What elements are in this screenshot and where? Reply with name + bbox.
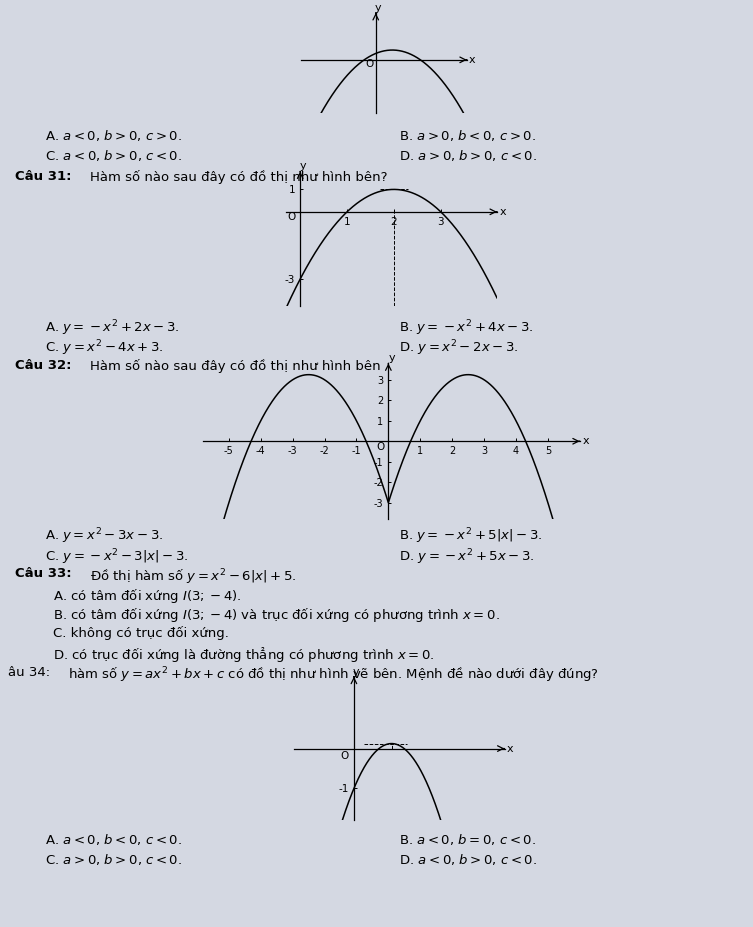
Text: C. $y=-x^2-3|x|-3$.: C. $y=-x^2-3|x|-3$. [45, 547, 189, 566]
Text: B. có tâm đối xứng $I(3;-4)$ và trục đối xứng có phương trình $x=0$.: B. có tâm đối xứng $I(3;-4)$ và trục đối… [53, 606, 499, 624]
Text: Câu 31:: Câu 31: [15, 170, 72, 183]
Text: D. $a<0$, $b>0$, $c<0$.: D. $a<0$, $b>0$, $c<0$. [399, 852, 537, 867]
Text: O: O [365, 58, 373, 69]
Text: D. $y=x^2-2x-3$.: D. $y=x^2-2x-3$. [399, 338, 519, 358]
Text: A. $a<0$, $b>0$, $c>0$.: A. $a<0$, $b>0$, $c>0$. [45, 128, 182, 143]
Text: Hàm số nào sau đây có đồ thị như hình bên?: Hàm số nào sau đây có đồ thị như hình bê… [90, 170, 388, 184]
Text: y: y [374, 3, 381, 13]
Text: Đồ thị hàm số $y=x^2-6|x|+5$.: Đồ thị hàm số $y=x^2-6|x|+5$. [90, 567, 297, 587]
Text: C. $a>0$, $b>0$, $c<0$.: C. $a>0$, $b>0$, $c<0$. [45, 852, 182, 867]
Text: B. $a<0$, $b=0$, $c<0$.: B. $a<0$, $b=0$, $c<0$. [399, 832, 536, 846]
Text: B. $y=-x^2+4x-3$.: B. $y=-x^2+4x-3$. [399, 318, 534, 337]
Text: y: y [299, 161, 306, 171]
Text: B. $y=-x^2+5|x|-3$.: B. $y=-x^2+5|x|-3$. [399, 527, 543, 546]
Text: D. $a>0$, $b>0$, $c<0$.: D. $a>0$, $b>0$, $c<0$. [399, 148, 537, 163]
Text: âu 34:: âu 34: [8, 666, 50, 679]
Text: y: y [389, 353, 395, 363]
Text: Câu 33:: Câu 33: [15, 567, 72, 580]
Text: D. có trục đối xứng là đường thẳng có phương trình $x=0$.: D. có trục đối xứng là đường thẳng có ph… [53, 645, 434, 664]
Text: x: x [499, 207, 506, 217]
Text: A. có tâm đối xứng $I(3;-4)$.: A. có tâm đối xứng $I(3;-4)$. [53, 587, 241, 604]
Text: hàm số $y=ax^2+bx+c$ có đồ thị như hình vẽ bên. Mệnh đề nào dưới đây đúng?: hàm số $y=ax^2+bx+c$ có đồ thị như hình … [68, 666, 599, 685]
Text: A. $a<0$, $b<0$, $c<0$.: A. $a<0$, $b<0$, $c<0$. [45, 832, 182, 846]
Text: Câu 32:: Câu 32: [15, 359, 72, 372]
Text: A. $y=x^2-3x-3$.: A. $y=x^2-3x-3$. [45, 527, 163, 546]
Text: y: y [353, 667, 360, 677]
Text: x: x [507, 743, 514, 754]
Text: O: O [288, 212, 296, 222]
Text: A. $y=-x^2+2x-3$.: A. $y=-x^2+2x-3$. [45, 318, 180, 337]
Text: O: O [376, 442, 385, 452]
Text: C. không có trục đối xứng.: C. không có trục đối xứng. [53, 626, 229, 640]
Text: O: O [341, 751, 349, 761]
Text: Hàm số nào sau đây có đồ thị như hình bên: Hàm số nào sau đây có đồ thị như hình bê… [90, 359, 381, 373]
Text: B. $a>0$, $b<0$, $c>0$.: B. $a>0$, $b<0$, $c>0$. [399, 128, 536, 143]
Text: x: x [583, 437, 590, 446]
Text: C. $y=x^2-4x+3$.: C. $y=x^2-4x+3$. [45, 338, 163, 358]
Text: C. $a<0$, $b>0$, $c<0$.: C. $a<0$, $b>0$, $c<0$. [45, 148, 182, 163]
Text: D. $y=-x^2+5x-3$.: D. $y=-x^2+5x-3$. [399, 547, 535, 566]
Text: x: x [469, 55, 476, 65]
